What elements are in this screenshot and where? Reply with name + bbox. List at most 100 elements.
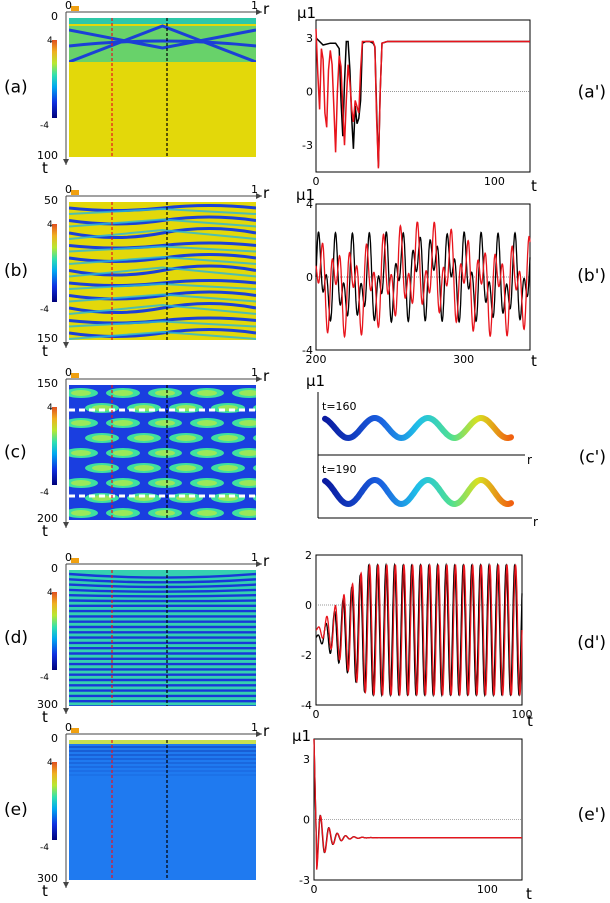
colorbar-min: -4 [40, 673, 49, 683]
wave-front [69, 588, 256, 593]
x-tick: 0 [313, 175, 320, 188]
wave-front [69, 28, 256, 50]
field-cell [239, 480, 256, 486]
field-cell [260, 495, 280, 501]
field-cell [239, 420, 256, 426]
profile-curve [322, 415, 514, 442]
heatmap [69, 202, 256, 340]
t-tick-start: 0 [51, 732, 58, 745]
heatmap [69, 385, 280, 520]
field-cell [197, 510, 217, 516]
y-axis-label: μ1 [296, 186, 315, 204]
x-axis-label: r [527, 453, 532, 467]
x-tick: 100 [512, 708, 533, 721]
r-tick-1: 1 [251, 721, 258, 734]
y-axis-label: μ1 [306, 372, 325, 390]
field-cell [155, 480, 175, 486]
x-tick: 100 [477, 883, 498, 896]
panel-label: (b) [4, 261, 28, 281]
r-tick-0: 0 [65, 551, 72, 564]
field-cell [197, 390, 217, 396]
y-tick: -4 [302, 344, 313, 357]
t-tick-end: 300 [37, 698, 58, 711]
t-tick-start: 150 [37, 377, 58, 390]
panel-label: (d) [4, 628, 28, 648]
colorbar-max: 4 [47, 588, 53, 598]
field-cell [113, 420, 133, 426]
colorbar [52, 762, 57, 840]
x-tick: 0 [311, 883, 318, 896]
t-tick-end: 300 [37, 872, 58, 885]
field-cell [71, 450, 91, 456]
field-background [69, 62, 256, 157]
field-band [69, 18, 256, 24]
colorbar-max: 4 [47, 36, 53, 46]
r-tick-1: 1 [251, 551, 258, 564]
t-axis-label: t [42, 522, 48, 540]
field-cell [155, 450, 175, 456]
y-tick: 2 [305, 549, 312, 562]
heatmap [69, 570, 256, 706]
plot-a-prime: 3 0 -3 0 100 μ1 t [297, 4, 537, 195]
series-line-red [313, 738, 522, 870]
field-cell [155, 420, 175, 426]
field-cell [239, 510, 256, 516]
panel-label: (e) [4, 800, 28, 820]
field-cell [239, 450, 256, 456]
t-tick-start: 0 [51, 562, 58, 575]
plot-frame [315, 19, 531, 173]
field-cell [92, 465, 112, 471]
r-axis-label: r [263, 367, 270, 385]
heatmap-field [69, 385, 280, 520]
y-tick: 0 [305, 599, 312, 612]
r-axis-label: r [263, 0, 270, 18]
r-axis-label: r [263, 184, 270, 202]
panel-label: (c) [4, 443, 27, 463]
x-tick: 100 [484, 175, 505, 188]
x-tick: 200 [306, 353, 327, 366]
series-line-black [315, 230, 531, 324]
series-line-black [313, 738, 522, 869]
wave-front [69, 583, 256, 589]
t-tick-end: 150 [37, 332, 58, 345]
t-axis-label: t [42, 342, 48, 360]
colorbar-min: -4 [40, 121, 49, 131]
wave-front [69, 245, 256, 253]
y-tick: 4 [306, 198, 313, 211]
wave-front [69, 228, 256, 240]
r-tick-1: 1 [251, 366, 258, 379]
heatmap [69, 18, 256, 157]
colorbar-min: -4 [40, 843, 49, 853]
wave-front [69, 594, 256, 598]
colorbar-max: 4 [47, 220, 53, 230]
series-line-red [315, 564, 523, 696]
source-marker [71, 558, 79, 563]
colorbar [52, 592, 57, 670]
heatmap-field [69, 202, 256, 340]
x-axis-label: t [531, 177, 537, 195]
t-axis-label: t [42, 882, 48, 900]
field-cell [176, 465, 196, 471]
field-cell [71, 420, 91, 426]
y-tick: -3 [299, 874, 310, 887]
field-band [69, 44, 256, 62]
wave-front [69, 572, 256, 579]
y-tick: -4 [301, 699, 312, 712]
field-cell [134, 435, 154, 441]
wave-front [69, 218, 256, 228]
heatmap-field [69, 570, 256, 706]
source-marker [71, 190, 79, 195]
field-cell [253, 405, 256, 411]
field-cell [253, 465, 256, 471]
field-cell [197, 450, 217, 456]
field-cell [71, 480, 91, 486]
field-cell [134, 465, 154, 471]
